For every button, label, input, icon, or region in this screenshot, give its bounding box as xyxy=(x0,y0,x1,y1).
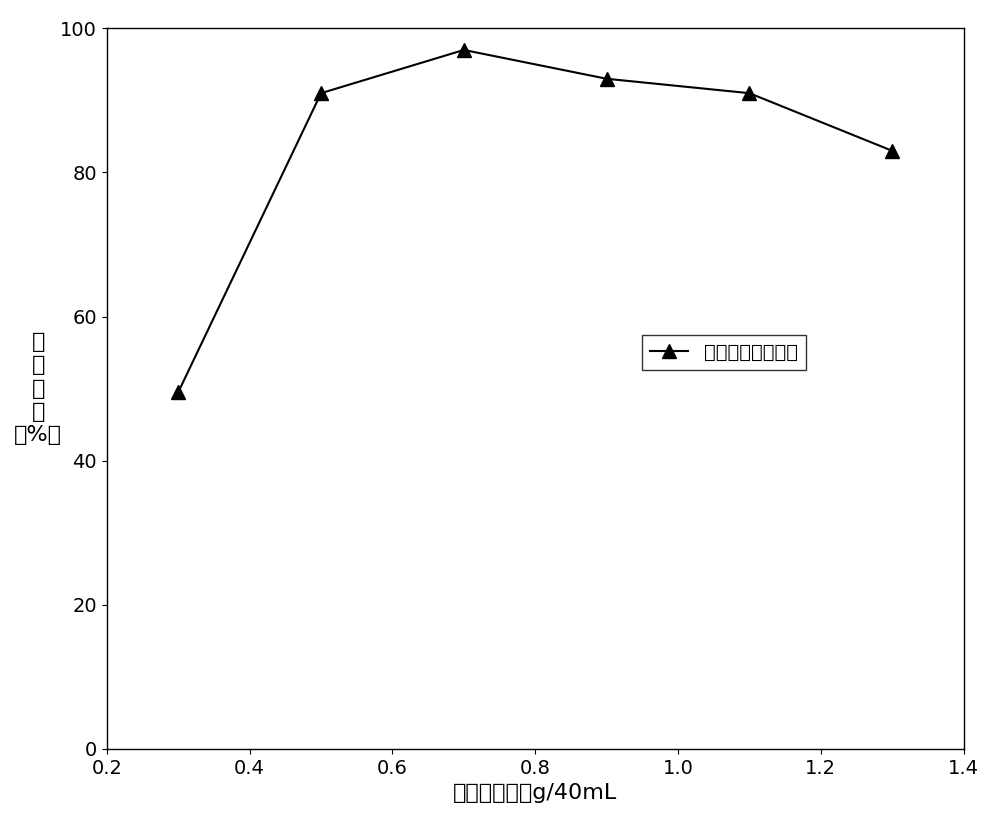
三氯乙烯降解效率 xyxy=(886,146,898,156)
Legend: 三氯乙烯降解效率: 三氯乙烯降解效率 xyxy=(642,335,806,370)
Line: 三氯乙烯降解效率: 三氯乙烯降解效率 xyxy=(171,43,899,399)
三氯乙烯降解效率 xyxy=(315,88,327,98)
三氯乙烯降解效率 xyxy=(743,88,755,98)
三氯乙烯降解效率 xyxy=(172,387,184,397)
三氯乙烯降解效率 xyxy=(458,45,470,55)
三氯乙烯降解效率 xyxy=(601,74,613,84)
Y-axis label: 降
解
效
率
（%）: 降 解 效 率 （%） xyxy=(14,332,62,445)
X-axis label: 双金属投加量g/40mL: 双金属投加量g/40mL xyxy=(453,783,617,803)
